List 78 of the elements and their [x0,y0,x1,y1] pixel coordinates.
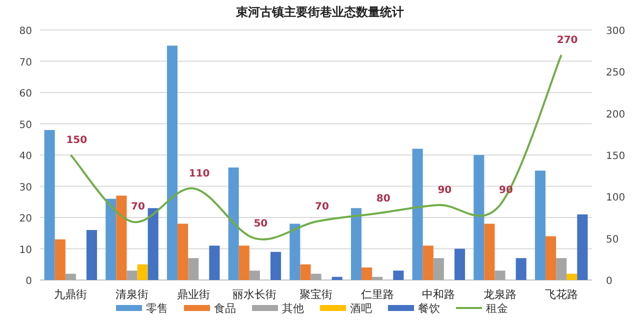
legend-label: 租金 [486,302,508,315]
bar [290,224,300,280]
y-tick-label: 60 [19,88,32,100]
bar [310,274,322,280]
bar [44,130,55,280]
y-tick-label: 0 [26,276,32,287]
y2-tick-label: 0 [606,276,612,287]
bar [362,268,372,280]
bar [534,170,546,280]
bar [474,155,484,280]
y-tick-label: 40 [19,151,32,162]
bar [116,196,127,280]
bar [372,276,383,280]
y-tick-label: 20 [19,214,32,224]
data-label: 80 [376,193,390,204]
bar [228,168,239,280]
x-tick-label: 仁里路 [360,288,394,301]
bar [65,274,76,280]
data-label: 50 [254,218,268,230]
y2-tick-label: 250 [606,68,626,79]
y-tick-label: 30 [19,182,32,194]
y-tick-label: 50 [19,120,32,131]
bar [86,230,98,280]
x-tick-label: 中和路 [422,288,456,301]
bar [54,239,66,280]
y-tick-label: 80 [19,26,32,37]
bar [393,270,404,280]
bar [516,258,526,280]
bar [332,276,342,280]
legend-label: 零售 [146,302,168,315]
bar [178,224,188,280]
bar [454,248,466,280]
bar [249,270,260,280]
data-label: 110 [188,168,210,180]
bar [484,224,495,280]
legend-label: 酒吧 [350,302,372,315]
bar [137,264,148,280]
bar [556,258,567,280]
bar [148,208,158,280]
bar [238,246,250,280]
bar [433,258,444,280]
y2-tick-label: 200 [606,109,626,120]
x-tick-label: 鼎业街 [176,288,210,301]
bar [412,148,423,280]
bar [166,46,178,280]
bar [422,246,434,280]
data-label: 270 [556,35,578,46]
y-tick-label: 70 [19,57,32,68]
x-tick-label: 飞花路 [544,288,578,301]
data-label: 150 [66,135,88,146]
bar [209,246,220,280]
x-tick-label: 清泉街 [116,288,148,301]
y2-tick-label: 50 [606,234,619,246]
data-label: 90 [438,185,452,196]
bar [126,270,138,280]
data-label: 70 [315,202,329,213]
y2-tick-label: 150 [606,151,626,162]
x-tick-label: 龙泉路 [484,288,516,301]
legend-label: 其他 [282,302,304,315]
x-tick-label: 聚宝街 [300,288,332,301]
y2-tick-label: 100 [606,192,626,204]
bar [350,208,362,280]
bar [494,270,506,280]
bar [577,214,588,280]
bar [546,236,556,280]
x-tick-label: 九鼎街 [54,288,88,301]
bar [270,252,282,280]
chart-title: 束河古镇主要街巷业态数量统计 [235,5,404,19]
bar [188,258,199,280]
legend-label: 餐饮 [418,302,440,315]
y-tick-label: 10 [19,244,32,256]
bar [106,198,116,280]
legend-label: 食品 [214,302,236,315]
y2-tick-label: 300 [606,26,626,37]
x-tick-label: 丽水长街 [232,288,277,301]
bar [300,264,311,280]
data-label: 70 [131,202,145,213]
bar [566,274,578,280]
